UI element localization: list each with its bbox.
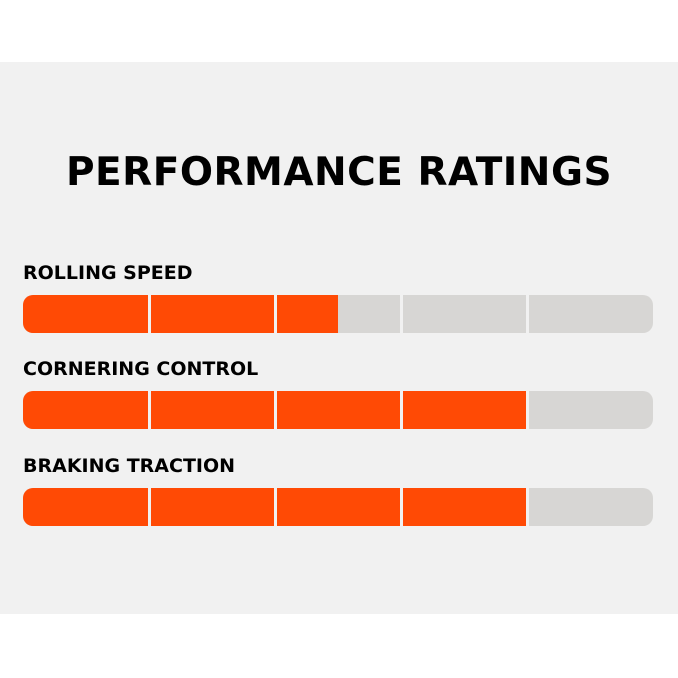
segment-divider [399,488,403,526]
segment-divider [147,391,151,429]
segment-divider [273,295,277,333]
segment-divider [525,295,529,333]
rating-bar-fill [23,295,338,333]
segment-divider [525,391,529,429]
rating-bar [23,391,653,429]
rating-bar [23,295,653,333]
segment-divider [273,488,277,526]
rating-label: BRAKING TRACTION [23,455,236,477]
rating-rolling-speed: ROLLING SPEED [23,262,653,333]
rating-bar [23,488,653,526]
segment-divider [273,391,277,429]
segment-divider [525,488,529,526]
segment-divider [147,488,151,526]
rating-braking-traction: BRAKING TRACTION [23,455,653,526]
ratings-panel [0,62,678,614]
segment-divider [147,295,151,333]
segment-divider [399,391,403,429]
page-title: PERFORMANCE RATINGS [65,150,613,195]
rating-label: ROLLING SPEED [23,262,193,284]
rating-label: CORNERING CONTROL [23,358,259,380]
segment-divider [399,295,403,333]
rating-cornering-control: CORNERING CONTROL [23,358,653,429]
